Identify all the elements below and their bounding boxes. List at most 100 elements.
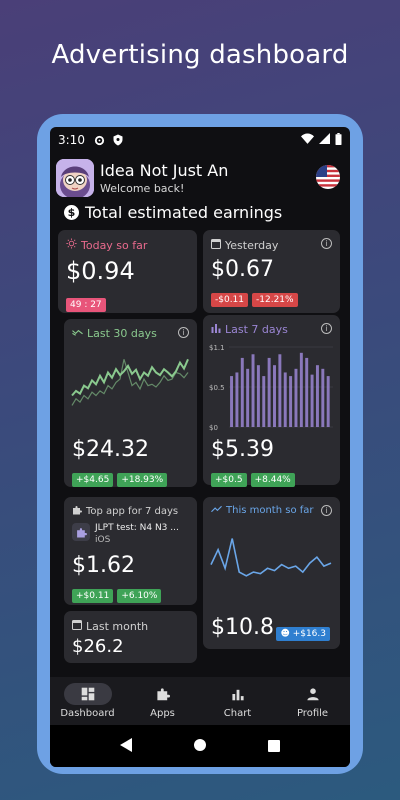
bar xyxy=(289,376,293,427)
nav-dashboard-label: Dashboard xyxy=(60,708,115,719)
card-topapp-title: Top app for 7 days xyxy=(72,505,178,518)
card-last7-title: Last 7 days xyxy=(211,323,288,336)
bar xyxy=(310,374,314,427)
bar xyxy=(256,365,260,427)
y-tick-label: $0 xyxy=(209,424,218,432)
delta-badge: +$4.65 xyxy=(72,473,114,487)
dashboard-icon xyxy=(63,683,112,705)
card-last7-tags: +$0.5 +8.44% xyxy=(211,467,299,487)
card-lastmonth-title: Last month xyxy=(72,619,148,633)
delta-badge: -$0.11 xyxy=(211,293,249,307)
recents-icon[interactable] xyxy=(267,737,280,756)
delta-badge: +$0.11 xyxy=(72,589,114,603)
delta-badge: +$0.5 xyxy=(211,473,247,487)
month-line-chart xyxy=(210,538,332,577)
info-icon[interactable]: i xyxy=(321,238,332,249)
y-tick-label: $0.5 xyxy=(209,384,225,392)
shield-icon xyxy=(111,133,125,147)
delta-pct-badge: -12.21% xyxy=(252,293,298,307)
headline: Advertising dashboard xyxy=(51,40,349,70)
bar-chart-icon xyxy=(214,683,262,705)
card-today-tags: 49 : 27 xyxy=(66,292,110,312)
info-icon[interactable]: i xyxy=(178,327,189,338)
puzzle-icon xyxy=(72,505,82,518)
bar xyxy=(294,368,298,427)
card-topapp[interactable]: Top app for 7 days JLPT test: N4 N3 ... … xyxy=(64,497,197,605)
trend-up-icon xyxy=(211,505,222,516)
card-topapp-value: $1.62 xyxy=(72,553,135,578)
bar xyxy=(246,368,250,427)
bar-chart-icon xyxy=(211,323,221,336)
battery-icon xyxy=(335,132,342,148)
card-last7-label: Last 7 days xyxy=(225,323,288,336)
card-topapp-tags: +$0.11 +6.10% xyxy=(72,583,165,603)
dollar-icon: $ xyxy=(64,205,79,220)
card-month-tags: ☻ +$16.3 xyxy=(276,621,334,641)
card-topapp-label: Top app for 7 days xyxy=(86,506,179,517)
home-icon[interactable] xyxy=(193,737,207,756)
person-icon xyxy=(289,683,337,705)
card-lastmonth[interactable]: Last month $26.2 xyxy=(64,611,197,663)
card-today-title: Today so far xyxy=(66,238,147,252)
calendar-icon xyxy=(72,619,82,633)
series-line-2 xyxy=(71,359,189,406)
card-month-title: This month so far xyxy=(211,505,314,516)
top-app-platform: iOS xyxy=(95,535,111,545)
card-yesterday-title: Yesterday xyxy=(211,238,278,252)
last7-bar-chart: $1.1 $0.5 $0 xyxy=(209,344,333,432)
bar xyxy=(230,376,234,427)
us-flag-icon[interactable] xyxy=(316,165,340,189)
bar xyxy=(267,357,271,427)
card-lastmonth-value: $26.2 xyxy=(72,636,124,657)
delta-pct-badge: +8.44% xyxy=(250,473,295,487)
y-tick-label: $1.1 xyxy=(209,344,225,352)
nav-apps[interactable]: Apps xyxy=(125,677,200,725)
bar xyxy=(299,352,303,427)
section-title: $ Total estimated earnings xyxy=(64,203,282,222)
gear-icon xyxy=(93,133,107,147)
bar xyxy=(283,372,287,427)
calendar-icon xyxy=(211,238,221,252)
delta-pct-badge: +6.10% xyxy=(117,589,162,603)
bar xyxy=(278,354,282,427)
info-icon[interactable]: i xyxy=(321,323,332,334)
system-nav xyxy=(50,725,350,767)
nav-chart[interactable]: Chart xyxy=(200,677,275,725)
bar xyxy=(251,354,255,427)
bar xyxy=(326,376,330,427)
card-yesterday[interactable]: Yesterday i $0.67 -$0.11 -12.21% xyxy=(203,230,340,313)
card-last30[interactable]: Last 30 days i $24.32 +$4.65 +18.93% xyxy=(64,319,197,487)
delta-pct-badge: +18.93% xyxy=(117,473,168,487)
people-icon: ☻ xyxy=(280,629,293,639)
card-lastmonth-label: Last month xyxy=(86,619,149,633)
card-yesterday-label: Yesterday xyxy=(225,238,279,252)
card-last30-title: Last 30 days xyxy=(72,327,157,340)
nav-profile[interactable]: Profile xyxy=(275,677,350,725)
card-month[interactable]: This month so far i $10.8 ☻ +$16.3 xyxy=(203,497,340,649)
month-delta: +$16.3 xyxy=(292,629,326,639)
avatar[interactable] xyxy=(56,159,94,197)
card-last7-value: $5.39 xyxy=(211,437,274,462)
nav-dashboard[interactable]: Dashboard xyxy=(50,677,125,725)
app-icon xyxy=(72,523,90,541)
puzzle-icon xyxy=(139,683,187,705)
app-name: Idea Not Just An xyxy=(100,161,229,180)
status-bar: 3:10 xyxy=(50,127,350,153)
phone-screen: 3:10 xyxy=(50,127,350,767)
bar xyxy=(235,372,239,427)
last30-line-chart xyxy=(71,358,189,406)
bar xyxy=(240,357,244,427)
card-month-value: $10.8 xyxy=(211,615,274,640)
info-icon[interactable]: i xyxy=(321,505,332,516)
sun-icon xyxy=(66,238,77,252)
bar xyxy=(305,357,309,427)
card-month-label: This month so far xyxy=(226,505,314,516)
back-icon[interactable] xyxy=(120,737,133,756)
card-last7[interactable]: Last 7 days i $1.1 $0.5 $0 $5.39 +$0.5 +8.4… xyxy=(203,315,340,487)
card-today-value: $0.94 xyxy=(66,257,135,285)
card-last30-value: $24.32 xyxy=(72,437,149,462)
card-today[interactable]: Today so far $0.94 49 : 27 xyxy=(58,230,197,313)
card-last30-label: Last 30 days xyxy=(87,327,157,340)
top-app-name: JLPT test: N4 N3 ... xyxy=(95,523,179,533)
bar xyxy=(315,365,319,427)
